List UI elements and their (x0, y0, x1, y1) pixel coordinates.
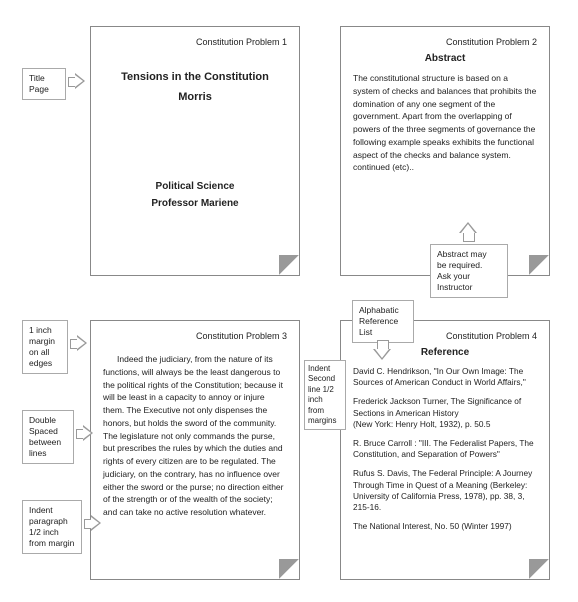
reference-entry: The National Interest, No. 50 (Winter 19… (353, 521, 537, 532)
page-references: Constitution Problem 4 Reference David C… (340, 320, 550, 580)
callout-abstract-note: Abstract may be required. Ask your Instr… (430, 244, 508, 298)
callout-alpha-reference: Alphabatic Reference List (352, 300, 414, 343)
running-head: Constitution Problem 2 (353, 37, 537, 47)
page-fold-icon (279, 559, 299, 579)
arrow-right-icon (84, 516, 102, 530)
professor-name: Professor Mariene (103, 198, 287, 209)
callout-title-page: Title Page (22, 68, 66, 100)
paper-title: Tensions in the Constitution (103, 71, 287, 83)
arrow-down-icon (374, 340, 390, 360)
page-fold-icon (279, 255, 299, 275)
arrow-right-icon (76, 426, 94, 440)
callout-indent-paragraph: Indent paragraph 1/2 inch from margin (22, 500, 82, 554)
paper-author: Morris (103, 91, 287, 103)
reference-entry: David C. Hendrikson, "In Our Own Image: … (353, 366, 537, 388)
callout-double-spaced: Double Spaced between lines (22, 410, 74, 464)
reference-entry: R. Bruce Carroll : "III. The Federalist … (353, 438, 537, 460)
reference-entry: Frederick Jackson Turner, The Significan… (353, 396, 537, 430)
page-title-page: Constitution Problem 1 Tensions in the C… (90, 26, 300, 276)
running-head: Constitution Problem 1 (103, 37, 287, 47)
page-fold-icon (529, 559, 549, 579)
abstract-body: The constitutional structure is based on… (353, 72, 537, 174)
page-body: Constitution Problem 3 Indeed the judici… (90, 320, 300, 580)
page-fold-icon (529, 255, 549, 275)
page-abstract: Constitution Problem 2 Abstract The cons… (340, 26, 550, 276)
running-head: Constitution Problem 3 (103, 331, 287, 341)
arrow-right-icon (70, 336, 88, 350)
callout-margin: 1 inch margin on all edges (22, 320, 68, 374)
abstract-heading: Abstract (353, 53, 537, 64)
callout-indent-second-line: Indent Second line 1/2 inch from margins (304, 360, 346, 430)
reference-entry: Rufus S. Davis, The Federal Principle: A… (353, 468, 537, 513)
course-name: Political Science (103, 181, 287, 192)
arrow-right-icon (68, 74, 86, 88)
arrow-up-icon (460, 222, 476, 242)
body-paragraph: Indeed the judiciary, from the nature of… (103, 353, 287, 519)
